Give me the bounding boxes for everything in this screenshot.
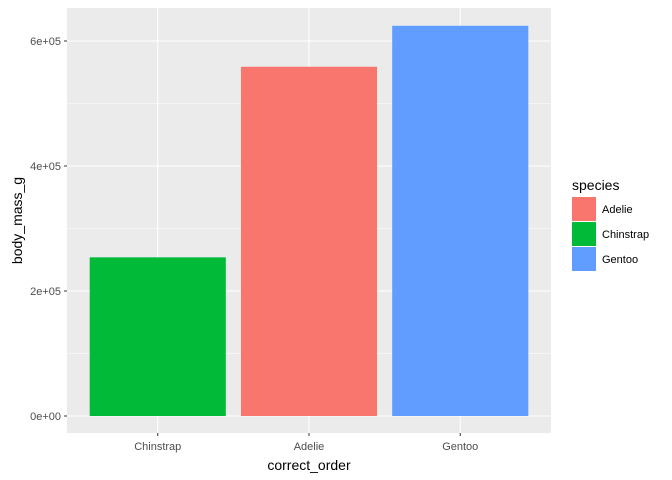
bar-chinstrap (89, 257, 226, 416)
bar-adelie (240, 66, 378, 416)
y-axis: 0e+00 2e+05 4e+05 6e+05 (30, 36, 67, 423)
y-tick-label: 6e+05 (30, 36, 61, 48)
legend-label-gentoo: Gentoo (602, 254, 638, 266)
x-tick-label: Chinstrap (134, 441, 181, 453)
legend-label-adelie: Adelie (602, 204, 633, 216)
legend-label-chinstrap: Chinstrap (602, 229, 649, 241)
legend: species Adelie Chinstrap Gentoo (572, 177, 649, 271)
x-axis: Chinstrap Adelie Gentoo (134, 433, 478, 453)
bars-group (89, 25, 529, 416)
x-tick-label: Gentoo (442, 441, 478, 453)
y-axis-title: body_mass_g (9, 177, 25, 264)
bar-gentoo (392, 25, 529, 416)
legend-title: species (572, 177, 619, 193)
x-axis-title: correct_order (267, 457, 351, 473)
y-tick-label: 0e+00 (30, 411, 61, 423)
legend-key-gentoo (572, 247, 596, 271)
legend-key-chinstrap (572, 222, 596, 246)
y-tick-label: 2e+05 (30, 286, 61, 298)
y-tick-label: 4e+05 (30, 161, 61, 173)
legend-key-adelie (572, 197, 596, 221)
x-tick-label: Adelie (294, 441, 325, 453)
